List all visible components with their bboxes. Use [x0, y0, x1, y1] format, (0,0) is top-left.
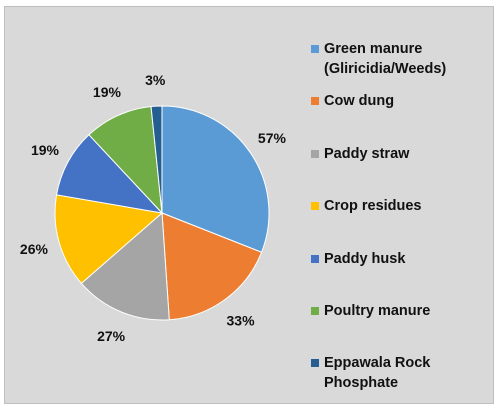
slice-value-label: 27%: [97, 328, 126, 344]
legend-swatch: [311, 255, 319, 263]
legend-swatch: [311, 202, 319, 210]
legend-label: Poultry manure: [324, 303, 431, 319]
slice-value-label: 57%: [258, 130, 287, 146]
slice-value-label: 33%: [227, 312, 256, 328]
legend-swatch: [311, 359, 319, 367]
legend-label: Paddy husk: [324, 251, 406, 267]
pie-slice: [80, 211, 170, 321]
pie-slice: [54, 194, 164, 285]
legend-label: Crop residues: [324, 198, 422, 214]
slice-value-label: 19%: [93, 84, 122, 100]
slice-value-label: 3%: [145, 72, 166, 88]
legend-swatch: [311, 150, 319, 158]
legend-label: Eppawala Rock Phosphate: [324, 355, 431, 391]
slice-value-label: 26%: [20, 241, 49, 257]
pie-slice: [150, 105, 163, 214]
legend-label: Green manure (Gliricidia/Weeds): [324, 41, 447, 77]
chart-area: 57% 33% 27% 26% 19% 19% 3% Green manure (Gliri…: [4, 6, 494, 404]
legend-swatch: [311, 45, 319, 53]
legend-label: Paddy straw: [324, 146, 410, 162]
pie-slices: [54, 105, 270, 321]
pie-value-labels: 57% 33% 27% 26% 19% 19% 3%: [20, 72, 287, 344]
legend-swatch: [311, 97, 319, 105]
slice-value-label: 19%: [31, 142, 60, 158]
legend-swatch: [311, 307, 319, 315]
pie-chart: 57% 33% 27% 26% 19% 19% 3%: [20, 72, 287, 344]
pie-slice: [55, 134, 164, 214]
pie-slice: [161, 212, 263, 321]
legend-label: Cow dung: [324, 93, 395, 109]
pie-slice: [161, 105, 270, 253]
pie-slice: [88, 106, 163, 215]
